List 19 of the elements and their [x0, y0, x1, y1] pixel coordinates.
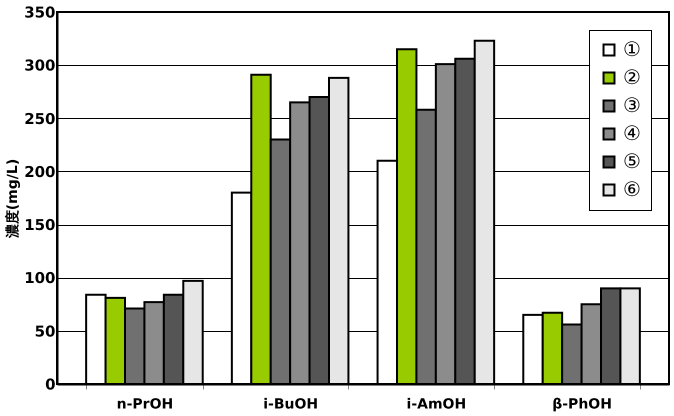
y-tick-label: 350: [24, 4, 56, 22]
x-tick-label: i-BuOH: [263, 396, 318, 412]
legend-label: ①: [623, 37, 641, 61]
x-tick-label: i-AmOH: [406, 396, 466, 412]
x-tick-label: n-PrOH: [116, 396, 174, 412]
legend-label: ③: [623, 93, 641, 117]
y-tick-label: 50: [34, 322, 56, 340]
y-tick-label: 300: [24, 56, 56, 75]
y-tick-label: 200: [24, 162, 56, 181]
y-tick-label: 250: [24, 110, 56, 128]
y-tick-label: 150: [24, 216, 56, 234]
legend-label: ⑥: [623, 177, 641, 201]
x-tick-label: β-PhOH: [552, 396, 612, 412]
y-tick-label: 0: [45, 376, 56, 394]
legend-label: ②: [623, 65, 641, 89]
y-axis-title: 濃度(mg/L): [4, 158, 22, 240]
y-tick-label: 100: [24, 269, 56, 288]
legend-label: ⑤: [623, 149, 641, 173]
legend-label: ④: [623, 121, 641, 145]
